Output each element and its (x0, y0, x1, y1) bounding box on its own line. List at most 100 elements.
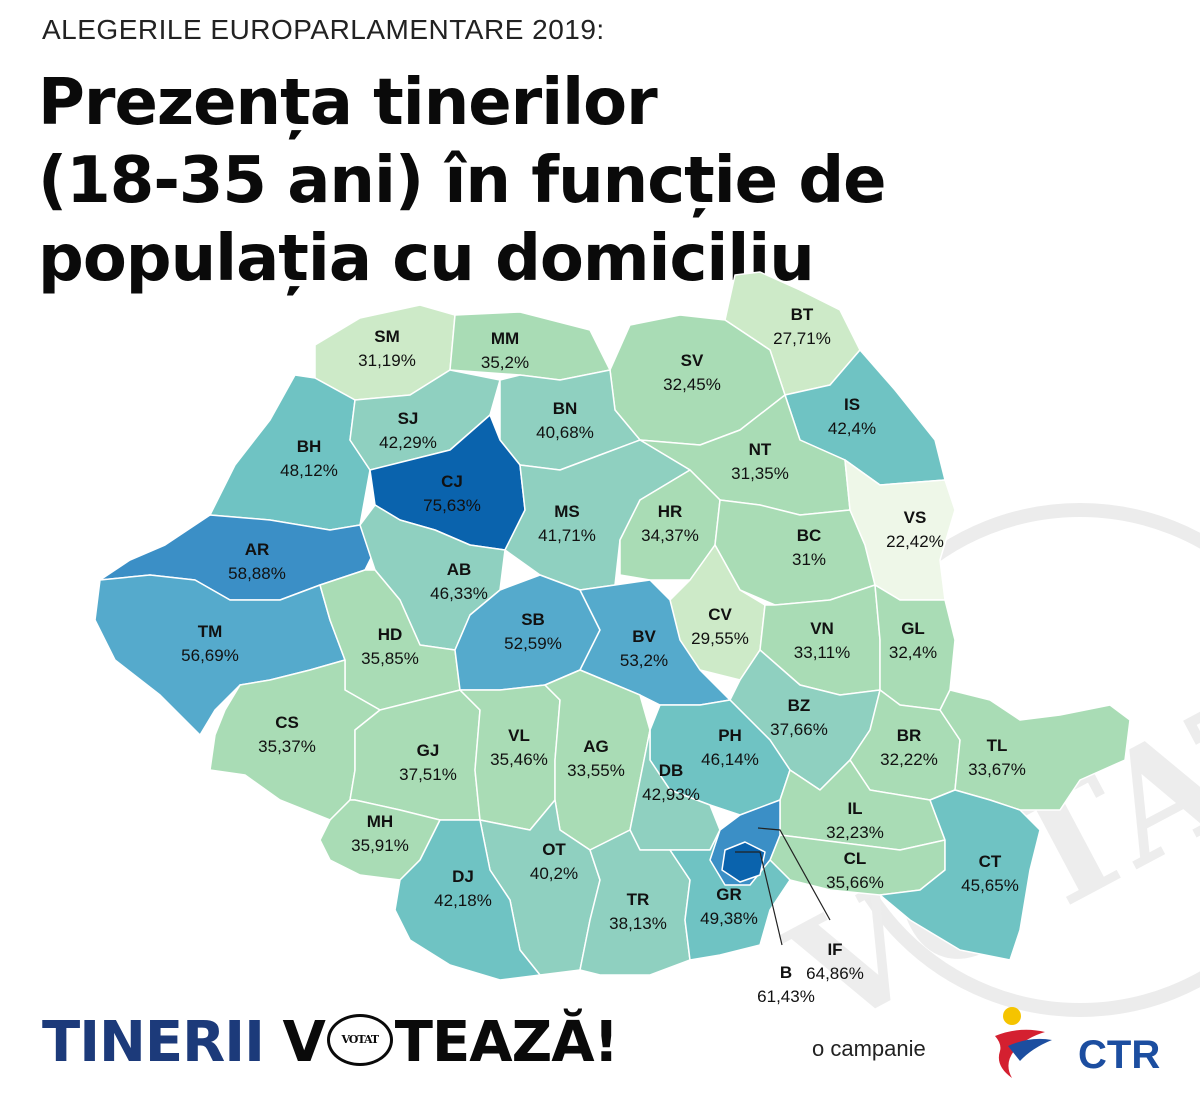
county-value-BN: 40,68% (536, 423, 594, 442)
ctr-logo-text: CTR (1078, 1033, 1160, 1077)
county-code-PH: PH (718, 726, 742, 745)
county-code-BZ: BZ (788, 696, 811, 715)
county-code-OT: OT (542, 840, 566, 859)
county-value-BH: 48,12% (280, 461, 338, 480)
county-code-SB: SB (521, 610, 545, 629)
county-value-IL: 32,23% (826, 823, 884, 842)
county-MM[interactable] (449, 311, 611, 381)
county-code-CT: CT (979, 852, 1002, 871)
county-code-IS: IS (844, 395, 860, 414)
brand-word-tinerii: TINERII (42, 1010, 265, 1075)
title-line-2: (18-35 ani) în funcție de (38, 144, 887, 218)
county-value-IF: 64,86% (806, 964, 864, 983)
county-value-CV: 29,55% (691, 629, 749, 648)
county-code-TL: TL (987, 736, 1008, 755)
county-value-CL: 35,66% (826, 873, 884, 892)
leader-line-b (735, 851, 783, 946)
county-code-BV: BV (632, 627, 656, 646)
page-title: Prezența tinerilor (18-35 ani) în funcți… (38, 64, 1038, 298)
county-code-BR: BR (897, 726, 922, 745)
county-value-BV: 53,2% (620, 651, 668, 670)
county-code-SM: SM (374, 327, 400, 346)
county-value-MS: 41,71% (538, 526, 596, 545)
county-value-B: 61,43% (757, 987, 815, 1006)
county-code-DB: DB (659, 761, 684, 780)
votat-stamp-icon: VOTAT (326, 1013, 393, 1066)
county-value-BT: 27,71% (773, 329, 831, 348)
county-code-HR: HR (658, 502, 683, 521)
county-value-TR: 38,13% (609, 914, 667, 933)
county-code-CS: CS (275, 713, 299, 732)
county-VS[interactable] (844, 459, 956, 601)
county-code-TM: TM (198, 622, 223, 641)
county-code-AB: AB (447, 560, 472, 579)
county-value-HR: 34,37% (641, 526, 699, 545)
county-value-OT: 40,2% (530, 864, 578, 883)
county-value-AG: 33,55% (567, 761, 625, 780)
ctr-logo-figure-icon (995, 1029, 1045, 1078)
brand-word-v: V (282, 1010, 325, 1075)
county-code-CJ: CJ (441, 472, 463, 491)
county-code-BT: BT (791, 305, 814, 324)
ctr-logo-head-icon (1003, 1007, 1021, 1025)
county-code-DJ: DJ (452, 867, 474, 886)
county-value-HD: 35,85% (361, 649, 419, 668)
county-value-VL: 35,46% (490, 750, 548, 769)
county-code-GR: GR (716, 885, 742, 904)
county-value-DB: 42,93% (642, 785, 700, 804)
county-code-SJ: SJ (398, 409, 419, 428)
county-TL[interactable] (939, 689, 1131, 811)
county-value-GJ: 37,51% (399, 765, 457, 784)
county-value-TL: 33,67% (968, 760, 1026, 779)
county-value-BR: 32,22% (880, 750, 938, 769)
county-value-GL: 32,4% (889, 643, 937, 662)
county-code-VN: VN (810, 619, 834, 638)
county-code-MM: MM (491, 329, 519, 348)
county-code-HD: HD (378, 625, 403, 644)
county-BH[interactable] (209, 374, 371, 531)
county-code-MS: MS (554, 502, 580, 521)
campaign-label: o campanie (812, 1036, 926, 1061)
county-value-NT: 31,35% (731, 464, 789, 483)
county-code-SV: SV (681, 351, 704, 370)
county-value-GR: 49,38% (700, 909, 758, 928)
county-value-SM: 31,19% (358, 351, 416, 370)
ctr-logo: CTR (995, 1007, 1160, 1078)
title-line-3: populația cu domiciliu (38, 222, 815, 296)
brand-word-teaza: TEAZĂ! (394, 1010, 619, 1075)
county-value-AB: 46,33% (430, 584, 488, 603)
county-code-CL: CL (844, 849, 867, 868)
county-value-PH: 46,14% (701, 750, 759, 769)
county-value-MH: 35,91% (351, 836, 409, 855)
county-value-DJ: 42,18% (434, 891, 492, 910)
county-value-CS: 35,37% (258, 737, 316, 756)
county-code-GJ: GJ (417, 741, 440, 760)
county-code-VL: VL (508, 726, 530, 745)
county-code-BH: BH (297, 437, 322, 456)
county-DJ[interactable] (394, 819, 541, 981)
county-value-CT: 45,65% (961, 876, 1019, 895)
brand-logo: TINERII V VOTAT TEAZĂ! (42, 1010, 619, 1075)
leader-line-if (757, 827, 831, 921)
county-value-SB: 52,59% (504, 634, 562, 653)
brand-word-voteaza: V VOTAT TEAZĂ! (282, 1010, 619, 1075)
county-value-BC: 31% (792, 550, 826, 569)
county-code-VS: VS (904, 508, 927, 527)
county-value-SJ: 42,29% (379, 433, 437, 452)
county-value-SV: 32,45% (663, 375, 721, 394)
county-value-VS: 22,42% (886, 532, 944, 551)
county-value-IS: 42,4% (828, 419, 876, 438)
title-line-1: Prezența tinerilor (38, 66, 658, 140)
county-CT[interactable] (879, 789, 1041, 961)
county-code-IL: IL (847, 799, 862, 818)
county-value-BZ: 37,66% (770, 720, 828, 739)
county-code-IF: IF (827, 940, 842, 959)
county-code-TR: TR (627, 890, 650, 909)
county-value-TM: 56,69% (181, 646, 239, 665)
county-code-GL: GL (901, 619, 925, 638)
county-value-AR: 58,88% (228, 564, 286, 583)
county-code-CV: CV (708, 605, 732, 624)
county-code-BN: BN (553, 399, 578, 418)
county-code-NT: NT (749, 440, 772, 459)
